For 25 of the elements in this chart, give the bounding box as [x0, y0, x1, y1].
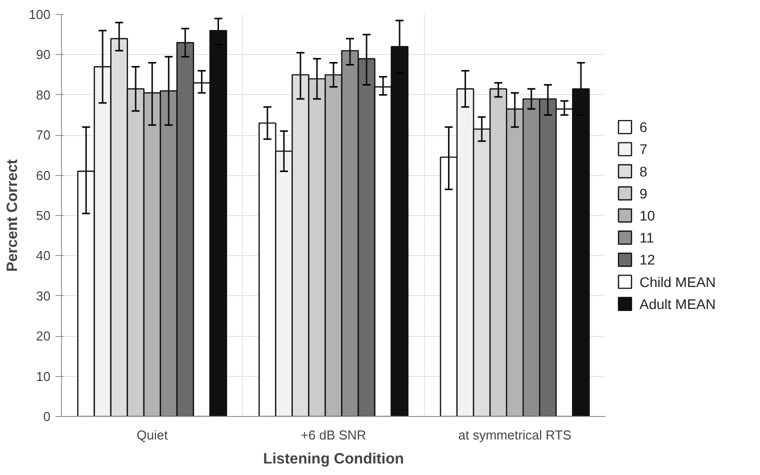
legend-label: Adult MEAN	[640, 296, 716, 312]
x-axis-title: Listening Condition	[263, 450, 404, 468]
legend-label: 7	[640, 141, 648, 158]
y-tick-label: 0	[43, 409, 51, 424]
y-axis-title: Percent Correct	[4, 159, 21, 272]
x-tick-label: at symmetrical RTS	[458, 428, 572, 442]
y-tick-label: 50	[36, 208, 51, 223]
legend-label: Child MEAN	[640, 274, 716, 290]
y-tick-label: 70	[36, 128, 51, 143]
y-tick-label: 40	[36, 248, 51, 264]
legend-label: 8	[640, 163, 648, 180]
x-tick-label: Quiet	[136, 428, 168, 442]
y-tick-label: 100	[28, 7, 51, 22]
legend-label: 6	[640, 119, 648, 136]
legend-label: 11	[640, 230, 654, 246]
legend-label: 10	[640, 208, 656, 224]
y-tick-label: 30	[36, 288, 51, 304]
y-tick-label: 60	[36, 168, 51, 183]
y-tick-label: 10	[36, 368, 51, 384]
y-tick-label: 20	[36, 328, 51, 344]
x-tick-label: +6 dB SNR	[300, 428, 366, 442]
legend-label: 12	[640, 252, 656, 268]
legend-label: 9	[640, 185, 648, 202]
y-tick-label: 90	[36, 47, 51, 62]
y-tick-label: 80	[36, 87, 51, 102]
